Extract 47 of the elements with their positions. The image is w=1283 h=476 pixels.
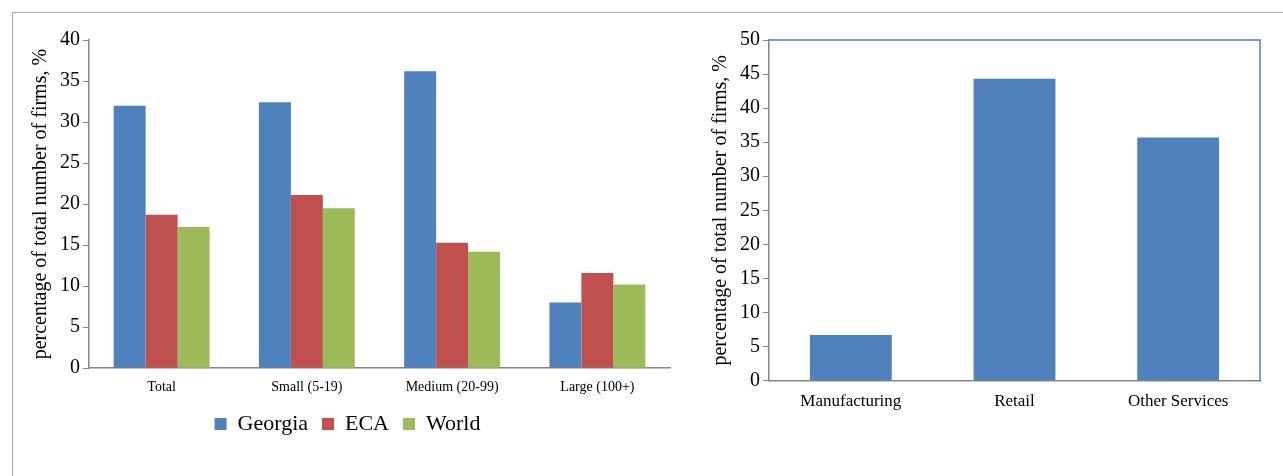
y-axis-title: percentage of total number of firms, % [708, 55, 732, 366]
bar [113, 105, 146, 368]
legend-label: ECA [345, 409, 390, 435]
bar [613, 284, 646, 368]
x-tick-label: Large (100+) [560, 379, 635, 396]
y-tick-label: 15 [60, 232, 80, 255]
bar [177, 227, 210, 368]
x-tick-label: Other Services [1127, 391, 1229, 411]
x-tick-label: Medium (20-99) [405, 379, 499, 396]
y-tick-label: 10 [740, 299, 760, 322]
bar [549, 302, 582, 368]
y-tick-label: 15 [740, 265, 760, 288]
bar [404, 71, 437, 368]
bar [145, 214, 178, 368]
x-tick-label: Retail [994, 391, 1036, 411]
bar [322, 208, 355, 368]
legend-label: Georgia [237, 409, 309, 435]
y-tick-label: 40 [60, 27, 80, 50]
y-tick-label: 20 [740, 231, 760, 254]
y-tick-label: 30 [60, 109, 80, 132]
legend-label: World [426, 409, 481, 435]
bar [468, 251, 501, 368]
y-tick-label: 5 [750, 333, 760, 356]
y-tick-label: 25 [60, 150, 80, 173]
y-tick-label: 30 [740, 163, 760, 186]
bar [258, 102, 291, 368]
y-tick-label: 40 [740, 95, 760, 118]
x-tick-label: Small (5-19) [271, 379, 343, 396]
y-tick-label: 45 [740, 61, 760, 84]
y-tick-label: 50 [740, 27, 760, 50]
x-tick-label: Total [147, 379, 177, 395]
bar [581, 273, 614, 368]
y-axis-title: percentage of total number of firms, % [28, 48, 52, 360]
y-tick-label: 35 [60, 68, 80, 91]
y-tick-label: 35 [740, 129, 760, 152]
bar [436, 242, 469, 368]
y-tick-label: 5 [70, 314, 80, 337]
bar [973, 78, 1056, 381]
y-tick-label: 10 [60, 273, 80, 296]
y-tick-label: 20 [60, 191, 80, 214]
bar [1137, 137, 1220, 381]
bar [290, 195, 323, 368]
x-tick-label: Manufacturing [800, 391, 902, 411]
y-tick-label: 25 [740, 197, 760, 220]
y-tick-label: 0 [70, 355, 80, 378]
y-tick-label: 0 [750, 367, 760, 390]
bar [809, 334, 892, 381]
